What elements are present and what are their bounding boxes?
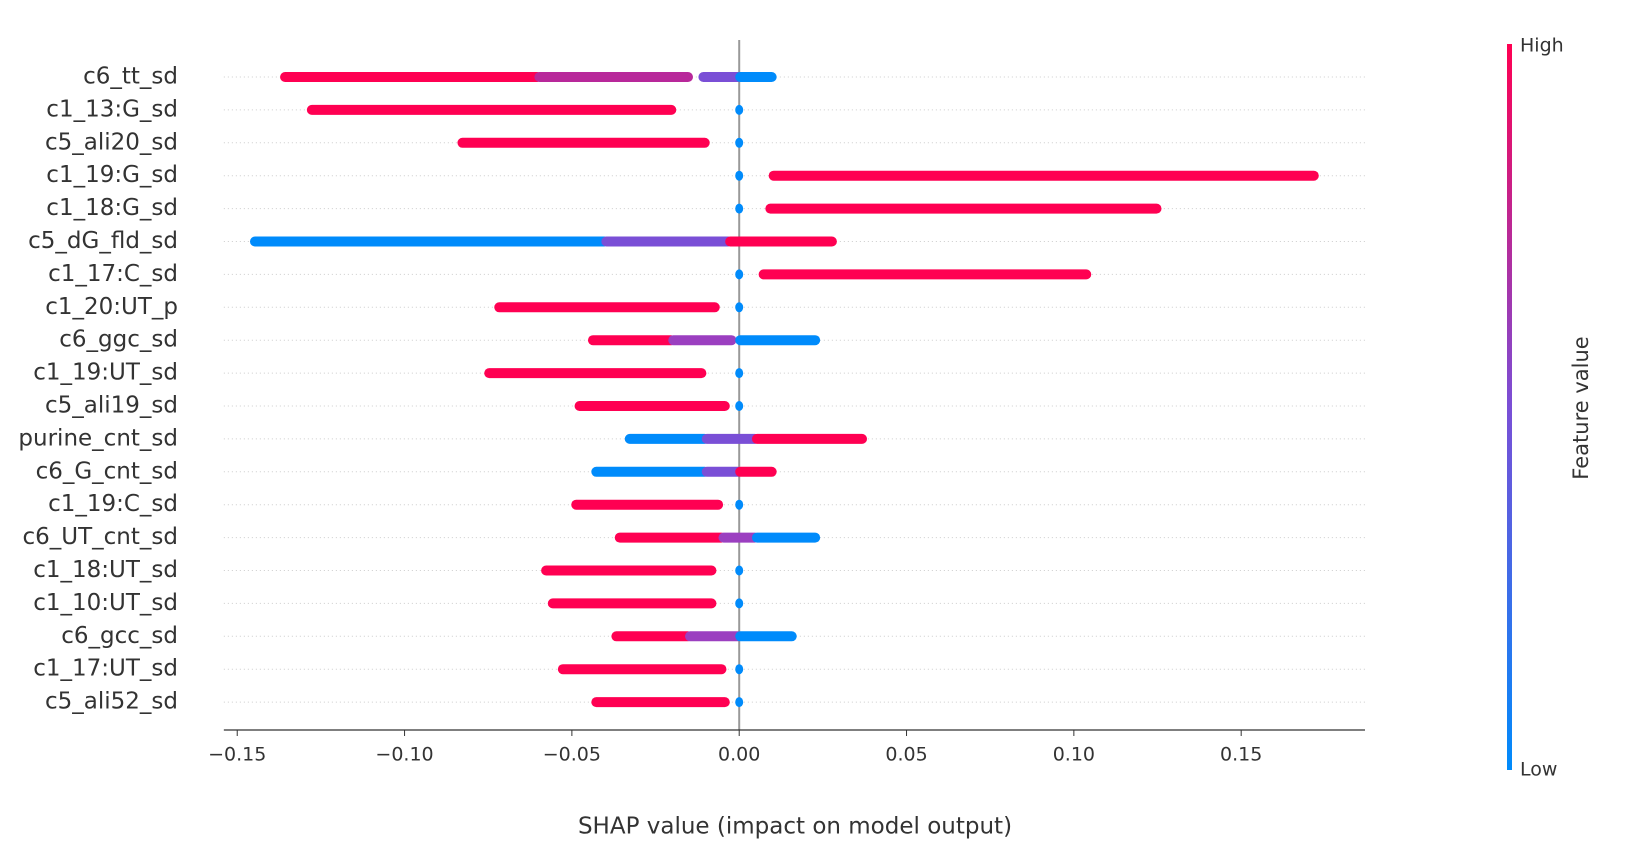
- dot-band: [280, 72, 543, 82]
- dot-band: [751, 433, 868, 444]
- dot-band: [735, 170, 744, 181]
- feature-label: c1_13:G_sd: [46, 96, 178, 122]
- dot-band: [701, 433, 760, 444]
- dot-band: [735, 565, 744, 576]
- dot-band: [735, 203, 744, 214]
- feature-label: c6_ggc_sd: [59, 327, 178, 353]
- dot-band: [735, 598, 744, 609]
- dot-band: [614, 532, 727, 543]
- feature-label: c1_19:G_sd: [46, 162, 178, 188]
- feature-label: c1_19:UT_sd: [33, 360, 178, 386]
- dot-band: [735, 335, 821, 346]
- dot-band: [541, 565, 717, 576]
- dot-band: [484, 368, 707, 379]
- feature-label: c1_17:UT_sd: [33, 656, 178, 682]
- feature-label: c1_17:C_sd: [48, 261, 178, 287]
- feature-label: c5_ali20_sd: [45, 129, 178, 155]
- dot-band: [758, 269, 1092, 280]
- dot-band: [735, 664, 744, 675]
- dot-band: [735, 137, 744, 148]
- feature-label: c1_18:G_sd: [46, 195, 178, 221]
- dot-band: [701, 466, 744, 477]
- x-tick-label: −0.10: [375, 744, 433, 766]
- dot-band: [725, 236, 837, 247]
- dot-band: [735, 368, 744, 379]
- feature-label: c6_UT_cnt_sd: [23, 524, 179, 550]
- dot-band: [574, 401, 730, 411]
- feature-label: c1_19:C_sd: [48, 491, 178, 517]
- colorbar-high: High: [1520, 35, 1564, 57]
- feature-label: c6_G_cnt_sd: [36, 458, 178, 484]
- feature-label: c1_10:UT_sd: [33, 590, 178, 616]
- dot-band: [685, 631, 744, 642]
- dot-band: [735, 499, 744, 510]
- feature-label: c6_tt_sd: [83, 64, 178, 90]
- dot-band: [591, 697, 730, 708]
- colorbar-label: Feature value: [1569, 336, 1593, 479]
- dot-band: [571, 499, 724, 510]
- dot-band: [735, 104, 744, 115]
- dot-band: [587, 335, 677, 346]
- dot-band: [735, 697, 744, 708]
- dot-band: [735, 72, 777, 82]
- feature-label: c1_20:UT_p: [45, 294, 178, 320]
- feature-label: c1_18:UT_sd: [33, 557, 178, 583]
- x-tick-label: −0.15: [208, 744, 266, 766]
- feature-label: c6_gcc_sd: [61, 623, 178, 649]
- dot-band: [735, 466, 777, 477]
- dot-band: [735, 631, 797, 642]
- dot-band: [751, 532, 821, 543]
- x-tick-label: −0.05: [543, 744, 601, 766]
- dot-band: [735, 302, 744, 313]
- dot-band: [306, 104, 677, 115]
- x-tick-label: 0.15: [1220, 744, 1262, 766]
- dot-band: [534, 72, 694, 82]
- x-tick-label: 0.00: [718, 744, 760, 766]
- dot-band: [765, 203, 1162, 214]
- dot-band: [591, 466, 710, 477]
- feature-label: purine_cnt_sd: [18, 425, 178, 451]
- x-axis-label: SHAP value (impact on model output): [578, 814, 1012, 840]
- x-tick-label: 0.05: [885, 744, 927, 766]
- feature-label: c5_ali19_sd: [45, 393, 178, 419]
- dot-band: [735, 269, 744, 280]
- feature-label: c5_dG_fld_sd: [28, 228, 178, 254]
- dot-band: [457, 137, 710, 148]
- feature-label: c5_ali52_sd: [45, 689, 178, 715]
- dot-band: [668, 335, 737, 346]
- dot-band: [547, 598, 717, 609]
- dot-band: [611, 631, 694, 642]
- colorbar-low: Low: [1520, 759, 1557, 781]
- dot-band: [557, 664, 727, 675]
- colorbar: [1507, 44, 1512, 770]
- dot-band: [249, 236, 610, 247]
- dot-band: [698, 72, 744, 82]
- dot-band: [768, 170, 1319, 181]
- dot-band: [624, 433, 710, 444]
- dot-band: [718, 532, 760, 543]
- dot-band: [494, 302, 720, 313]
- x-tick-label: 0.10: [1053, 744, 1095, 766]
- dot-band: [601, 236, 734, 247]
- dot-band: [735, 401, 744, 411]
